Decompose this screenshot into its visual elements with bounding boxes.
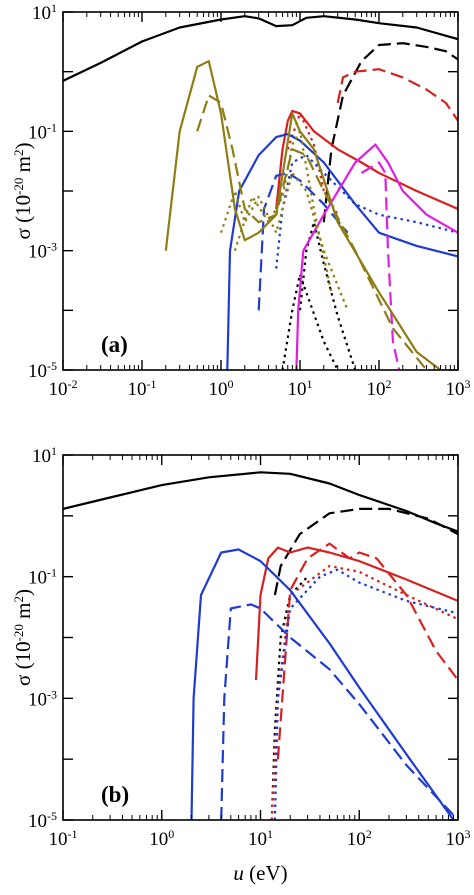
x-tick-label: 103	[446, 827, 471, 850]
series-line-2	[273, 507, 458, 596]
series-line-6	[270, 564, 458, 820]
series-line-5	[276, 542, 458, 760]
series-line-13	[164, 60, 442, 370]
panel-label: (b)	[101, 782, 129, 807]
series-line-6	[336, 68, 458, 122]
panel-label: (a)	[101, 332, 128, 357]
x-tick-label: 103	[446, 377, 471, 400]
series-line-8	[220, 603, 458, 820]
y-tick-label: 101	[32, 444, 57, 467]
series-line-11	[295, 143, 458, 370]
y-tick-label: 101	[32, 1, 57, 24]
series-group	[63, 471, 458, 820]
y-axis-label: σ (10-20 m2)	[11, 589, 36, 686]
x-tick-label: 10-1	[49, 827, 78, 850]
series-line-1	[63, 471, 458, 533]
series-line-12	[360, 161, 401, 370]
series-line-1	[63, 15, 458, 82]
x-tick-label: 100	[149, 827, 174, 850]
plot-frame	[62, 454, 459, 821]
x-tick-label: 100	[209, 377, 234, 400]
series-line-7	[286, 112, 339, 216]
y-tick-label: 10-3	[28, 687, 57, 710]
x-tick-label: 102	[367, 377, 392, 400]
series-line-3	[270, 575, 309, 820]
y-tick-label: 10-1	[28, 566, 57, 589]
series-line-5	[275, 109, 458, 211]
series-line-4	[254, 546, 458, 681]
y-tick-label: 10-5	[28, 809, 57, 832]
x-tick-label: 102	[347, 827, 372, 850]
series-line-2	[322, 42, 458, 223]
x-axis-label: u (eV)	[233, 861, 287, 885]
plot-frame	[62, 11, 459, 371]
x-tick-label: 101	[248, 827, 273, 850]
series-line-4	[298, 221, 357, 370]
series-line-9	[273, 568, 458, 820]
y-axis-label: σ (10-20 m2)	[11, 142, 36, 239]
series-group	[63, 15, 458, 370]
y-tick-label: 10-5	[28, 359, 57, 382]
y-tick-label: 10-1	[28, 120, 57, 143]
x-tick-label: 10-2	[49, 377, 78, 400]
series-line-7	[190, 548, 455, 820]
series-line-14	[196, 94, 428, 370]
y-tick-label: 10-3	[28, 240, 57, 263]
x-tick-label: 10-1	[128, 377, 157, 400]
x-tick-label: 101	[288, 377, 313, 400]
